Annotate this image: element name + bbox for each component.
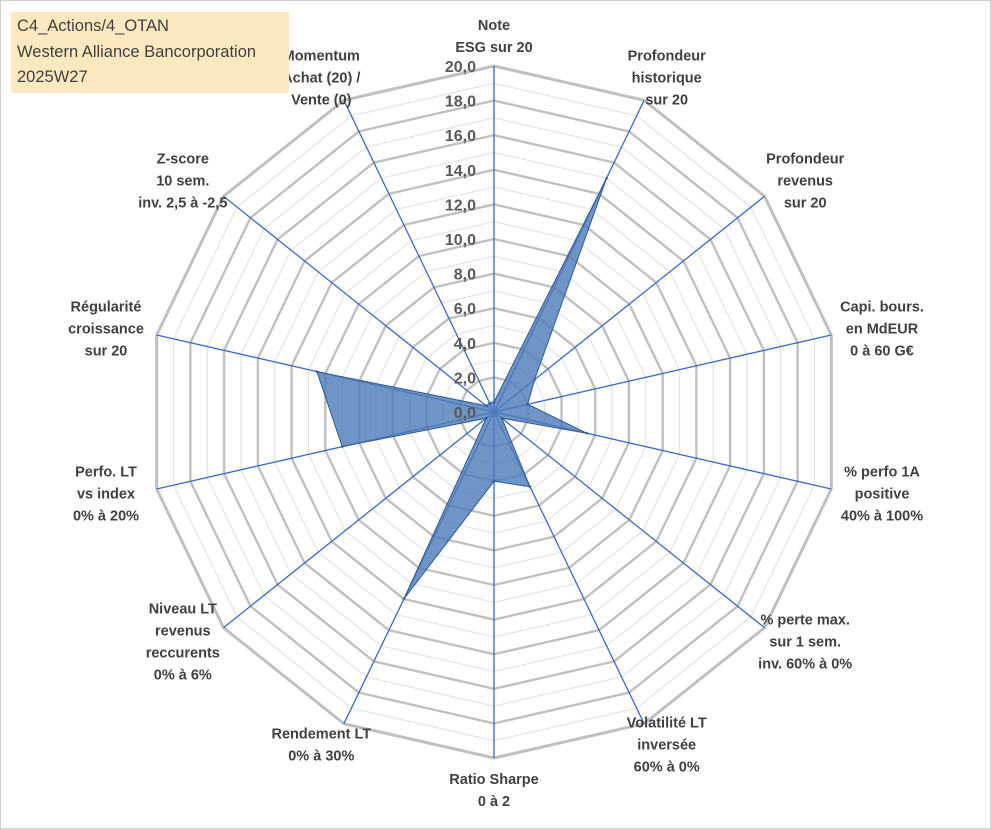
radar-series (315, 176, 609, 601)
axis-label-12: Z-score 10 sem. inv. 2,5 à -2,5 (138, 151, 227, 211)
spoke-12 (223, 195, 495, 413)
series-point-7 (492, 479, 496, 483)
series-point-2 (533, 378, 537, 382)
axis-label-7: Ratio Sharpe 0 à 2 (449, 772, 538, 810)
axis-label-2: Profondeur revenus sur 20 (766, 151, 844, 211)
tick-label-8: 16,0 (445, 128, 476, 145)
axis-label-13: Momentum Achat (20) / Vente (0) (282, 49, 360, 109)
tick-label-2: 4,0 (454, 336, 476, 353)
radial-tick-labels: 0,0 2,0 4,0 6,0 8,0 10,0 12,0 14,0 16,0 18,0 20,0 (445, 59, 476, 422)
tick-label-9: 18,0 (445, 94, 476, 111)
series-point-1 (605, 176, 609, 180)
axis-labels: Note ESG sur 20 Profondeur historique sur 20… (68, 18, 924, 810)
axis-label-1: Profondeur historique sur 20 (628, 49, 706, 109)
tick-label-1: 2,0 (454, 370, 476, 387)
series-point-13 (488, 401, 492, 405)
axis-label-9: Niveau LT revenus reccurents 0% à 6% (146, 602, 220, 684)
spoke-9 (223, 411, 495, 629)
spoke-5 (493, 411, 765, 629)
tick-label-6: 12,0 (445, 197, 476, 214)
title-line-2: Western Alliance Bancorporation (17, 43, 257, 61)
spoke-2 (493, 195, 765, 413)
series-point-0 (492, 400, 496, 404)
series-point-6 (528, 485, 532, 489)
axis-label-3: Capi. bours. en MdEUR 0 à 60 G€ (840, 300, 924, 360)
series-point-5 (500, 416, 504, 420)
series-point-9 (484, 416, 488, 420)
spoke-3 (493, 334, 832, 413)
spoke-13 (343, 100, 495, 413)
chart-title-box: C4_Actions/4_OTAN Western Alliance Banco… (11, 12, 289, 93)
axis-label-10: Perfo. LT vs index 0% à 20% (73, 464, 139, 524)
tick-label-10: 20,0 (445, 59, 476, 76)
tick-label-3: 6,0 (454, 301, 476, 318)
series-point-11 (315, 370, 319, 374)
series-point-3 (526, 402, 530, 406)
tick-label-0: 0,0 (454, 405, 476, 422)
title-line-1: C4_Actions/4_OTAN (17, 17, 169, 35)
axis-label-4: % perfo 1A positive 40% à 100% (841, 464, 923, 524)
axis-label-6: Volatilité LT inversée 60% à 0% (627, 715, 707, 775)
tick-label-7: 14,0 (445, 163, 476, 180)
series-point-12 (484, 404, 488, 408)
axis-label-5: % perte max. sur 1 sem. inv. 60% à 0% (758, 613, 852, 673)
axis-label-0: Note ESG sur 20 (455, 18, 532, 56)
series-point-4 (585, 431, 589, 435)
series-point-8 (402, 597, 406, 601)
axis-label-11: Régularité croissance sur 20 (68, 300, 144, 360)
tick-label-4: 8,0 (454, 267, 476, 284)
axis-label-8: Rendement LT 0% à 30% (271, 726, 371, 764)
series-point-10 (340, 445, 344, 449)
title-line-3: 2025W27 (17, 68, 88, 86)
tick-label-5: 10,0 (445, 232, 476, 249)
